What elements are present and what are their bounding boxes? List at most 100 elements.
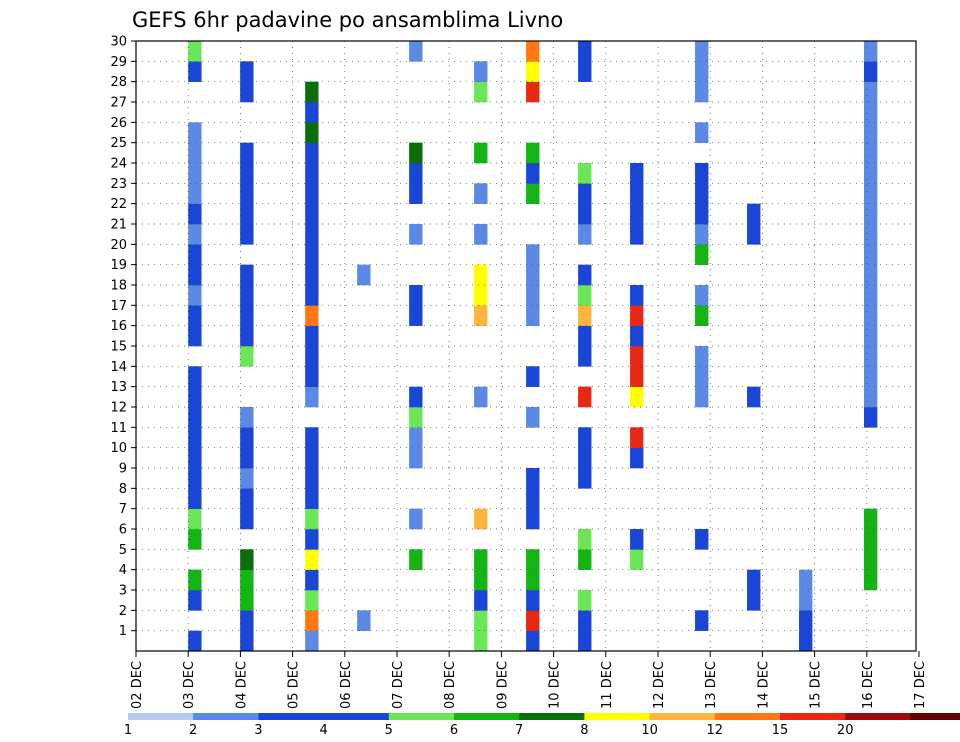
heatmap-cell xyxy=(578,610,592,631)
heatmap-cell xyxy=(630,305,644,326)
heatmap-cell xyxy=(526,305,540,326)
heatmap-cell xyxy=(240,305,254,326)
heatmap-cell xyxy=(630,325,644,347)
heatmap-cell xyxy=(630,224,644,245)
heatmap-cell xyxy=(864,183,878,204)
colorbar-swatch xyxy=(584,713,650,720)
x-tick-label: 02 DEC xyxy=(130,661,145,709)
heatmap-cell xyxy=(695,529,709,550)
heatmap-cell xyxy=(864,203,878,225)
colorbar-swatch xyxy=(910,713,960,720)
colorbar-label: 15 xyxy=(772,723,789,738)
heatmap-cell xyxy=(864,346,878,367)
heatmap-cell xyxy=(799,590,813,611)
heatmap-cell xyxy=(188,569,202,591)
heatmap-cell xyxy=(188,224,202,245)
heatmap-cell xyxy=(864,325,878,347)
heatmap-cell xyxy=(526,590,540,611)
heatmap-cell xyxy=(409,427,423,448)
heatmap-cell xyxy=(188,630,202,652)
heatmap-cell xyxy=(305,203,319,225)
heatmap-cell xyxy=(864,386,878,408)
heatmap-cell xyxy=(474,142,488,164)
y-tick-label: 1 xyxy=(119,624,127,639)
y-tick-label: 23 xyxy=(110,177,127,192)
heatmap-cell xyxy=(188,529,202,550)
heatmap-cell xyxy=(864,61,878,82)
x-tick-label: 15 DEC xyxy=(809,661,824,709)
y-tick-label: 12 xyxy=(110,401,127,416)
heatmap-cell xyxy=(526,41,540,62)
heatmap-cell xyxy=(578,447,592,469)
y-tick-label: 5 xyxy=(119,543,127,558)
y-tick-label: 14 xyxy=(110,360,127,375)
heatmap-cell xyxy=(695,366,709,387)
heatmap-cell xyxy=(409,508,423,530)
y-tick-label: 25 xyxy=(110,136,127,151)
heatmap-cell xyxy=(188,183,202,204)
heatmap-cell xyxy=(474,610,488,631)
heatmap-cell xyxy=(526,366,540,387)
heatmap-cell xyxy=(188,285,202,306)
heatmap-cell xyxy=(188,61,202,82)
heatmap-cell xyxy=(630,183,644,204)
heatmap-cell xyxy=(305,630,319,652)
y-tick-label: 24 xyxy=(110,157,127,172)
heatmap-cell xyxy=(578,325,592,347)
chart-title: GEFS 6hr padavine po ansamblima Livno xyxy=(132,8,563,32)
heatmap-cell xyxy=(864,163,878,184)
heatmap-cell xyxy=(240,203,254,225)
heatmap-cell xyxy=(526,163,540,184)
heatmap-cell xyxy=(864,224,878,245)
heatmap-cell xyxy=(240,569,254,591)
heatmap-cell xyxy=(240,142,254,164)
heatmap-cell xyxy=(630,285,644,306)
heatmap-cell xyxy=(526,285,540,306)
heatmap-cell xyxy=(188,41,202,62)
y-tick-label: 8 xyxy=(119,482,127,497)
heatmap-cell xyxy=(864,569,878,591)
heatmap-cell xyxy=(188,386,202,408)
heatmap-cell xyxy=(578,183,592,204)
heatmap-cell xyxy=(305,142,319,164)
x-tick-label: 11 DEC xyxy=(600,661,615,709)
heatmap-cell xyxy=(474,590,488,611)
heatmap-cell xyxy=(578,630,592,652)
y-tick-label: 2 xyxy=(119,604,127,619)
y-tick-label: 20 xyxy=(110,238,127,253)
heatmap-cell xyxy=(305,325,319,347)
heatmap-cell xyxy=(474,569,488,591)
heatmap-cell xyxy=(864,41,878,62)
heatmap-cell xyxy=(695,41,709,62)
heatmap-cell xyxy=(578,163,592,184)
y-tick-label: 7 xyxy=(119,502,127,517)
y-tick-label: 19 xyxy=(110,258,127,273)
heatmap-cell xyxy=(578,468,592,489)
heatmap-cell xyxy=(305,488,319,509)
heatmap-cell xyxy=(474,61,488,82)
colorbar-label: 6 xyxy=(450,723,458,738)
y-tick-label: 18 xyxy=(110,279,127,294)
heatmap-cell xyxy=(305,346,319,367)
colorbar-swatch xyxy=(128,713,194,720)
heatmap-cell xyxy=(526,488,540,509)
heatmap-cell xyxy=(695,224,709,245)
heatmap-cell xyxy=(240,264,254,286)
heatmap-cell xyxy=(630,549,644,570)
colorbar-label: 12 xyxy=(707,723,724,738)
heatmap-cell xyxy=(526,142,540,164)
heatmap-cell xyxy=(526,508,540,530)
heatmap-cell xyxy=(630,163,644,184)
heatmap-cell xyxy=(240,183,254,204)
heatmap-cell xyxy=(240,468,254,489)
heatmap-cell xyxy=(747,569,761,591)
heatmap-cell xyxy=(864,102,878,123)
heatmap-cell xyxy=(578,264,592,286)
heatmap-cell xyxy=(526,81,540,103)
heatmap-cell xyxy=(305,610,319,631)
heatmap-cells xyxy=(188,41,878,652)
heatmap-cell xyxy=(305,81,319,103)
x-tick-label: 06 DEC xyxy=(339,661,354,709)
colorbar-label: 1 xyxy=(124,723,132,738)
